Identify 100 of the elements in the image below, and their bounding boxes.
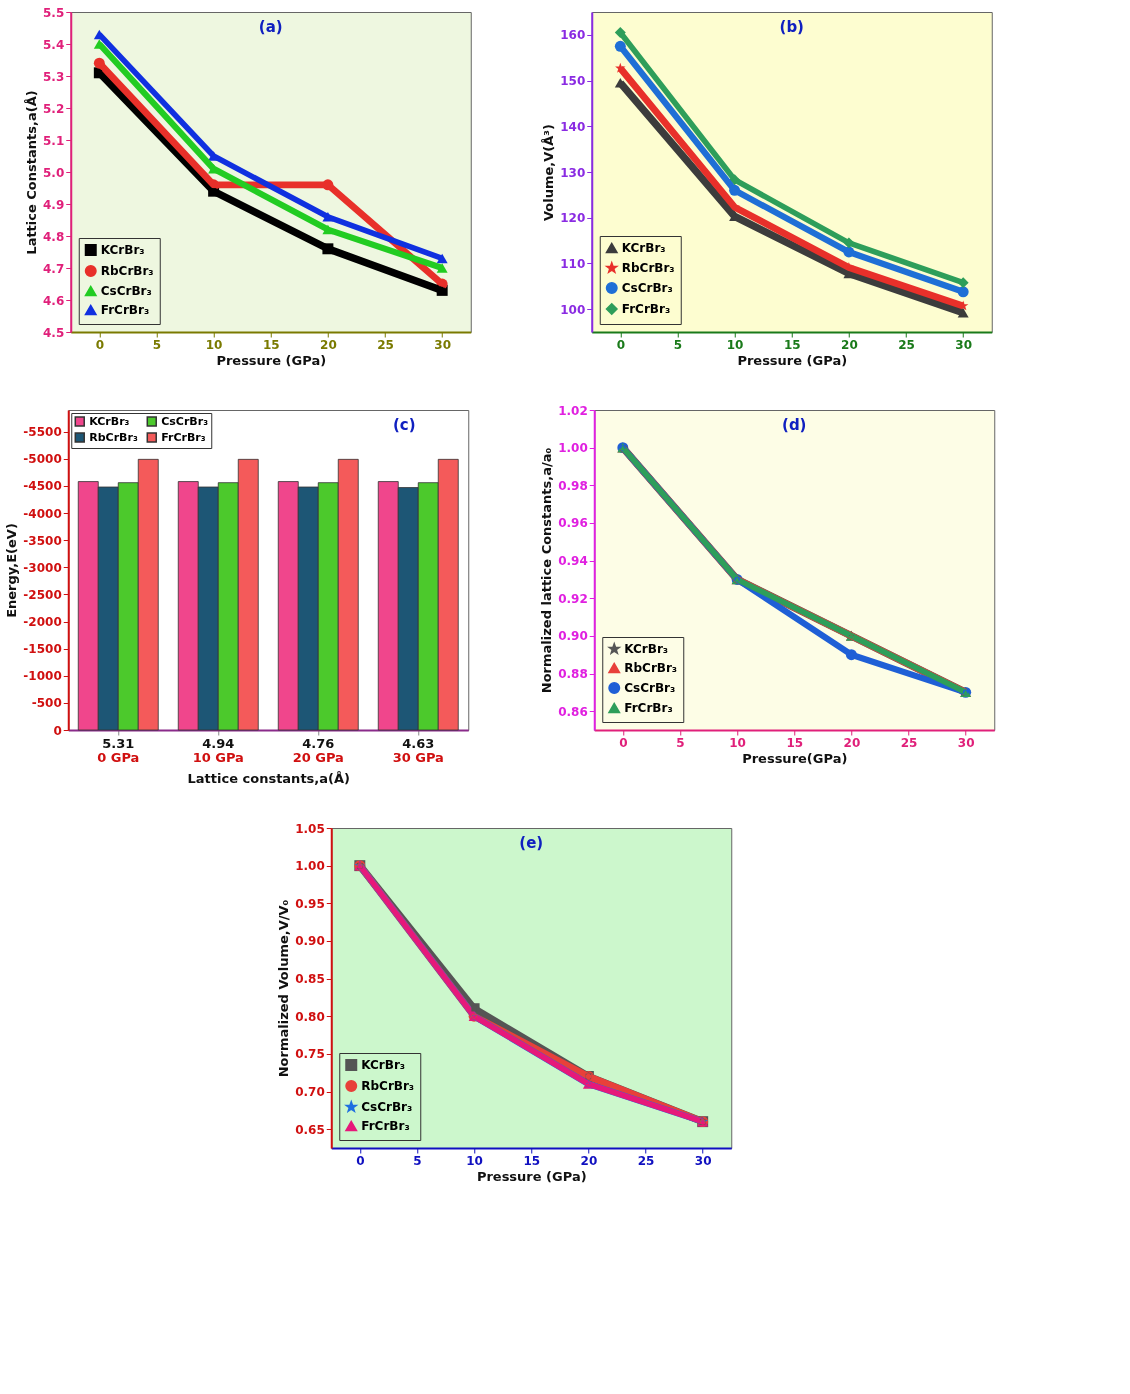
- x-tick-label: 4.63: [402, 735, 435, 751]
- y-tick-label: -2000: [23, 615, 62, 630]
- x-tick-label: 5: [152, 337, 162, 352]
- x-tick-label: 5: [676, 735, 685, 750]
- x-tick-label: 30: [434, 337, 452, 352]
- y-tick-label: 110: [560, 256, 586, 271]
- y-axis-title: Lattice Constants,a(Å): [23, 90, 39, 255]
- y-tick-label: 1.02: [558, 403, 588, 418]
- text: 30 GPa: [392, 750, 444, 765]
- x-axis-title: Pressure (GPa): [476, 1168, 587, 1184]
- y-tick-label: 160: [560, 28, 586, 43]
- legend-label: FrCrBr₃: [161, 430, 206, 444]
- legend-label: KCrBr₃: [89, 414, 130, 428]
- legend-label: KCrBr₃: [100, 243, 145, 257]
- y-tick-label: -2500: [23, 587, 62, 602]
- y-tick-label: -3500: [23, 533, 62, 548]
- y-tick-label: 0.96: [558, 516, 588, 531]
- y-tick-label: 1.05: [295, 821, 325, 836]
- y-tick-label: 4.8: [42, 229, 65, 244]
- x-tick-label: 0: [356, 1153, 365, 1168]
- legend-label: RbCrBr₃: [621, 261, 675, 275]
- legend-label: CsCrBr₃: [624, 681, 676, 695]
- text: 0 GPa: [97, 750, 140, 765]
- y-tick-label: 0.65: [295, 1122, 325, 1137]
- legend-label: KCrBr₃: [621, 241, 666, 255]
- y-tick-label: 140: [560, 119, 586, 134]
- annotation: (d): [782, 416, 807, 434]
- y-tick-label: 4.9: [42, 197, 65, 212]
- legend-label: RbCrBr₃: [361, 1079, 415, 1093]
- text: 20 GPa: [292, 750, 344, 765]
- y-axis-title: Volume,V(Å³): [541, 124, 557, 221]
- x-axis-title: Lattice constants,a(Å): [187, 770, 350, 786]
- y-tick-label: 1.00: [295, 859, 325, 874]
- x-tick-label: 30: [694, 1153, 712, 1168]
- y-tick-label: -1000: [23, 669, 62, 684]
- legend-label: CsCrBr₃: [100, 284, 152, 298]
- y-tick-label: 0: [53, 723, 62, 738]
- y-tick-label: 120: [560, 211, 586, 226]
- annotation: (b): [779, 18, 804, 36]
- x-tick-label: 20: [320, 337, 337, 352]
- x-tick-label: 20: [843, 735, 861, 750]
- x-tick-label: 30: [957, 735, 975, 750]
- y-tick-label: -500: [31, 696, 62, 711]
- y-tick-label: 5.1: [42, 133, 65, 148]
- y-tick-label: 5.2: [42, 101, 65, 116]
- y-tick-label: 0.85: [295, 972, 325, 987]
- y-axis-title: Normalized lattice Constants,a/a₀: [539, 447, 555, 694]
- y-tick-label: -3000: [23, 560, 62, 575]
- y-tick-label: 0.92: [558, 591, 588, 606]
- annotation: (a): [258, 18, 283, 36]
- y-tick-label: 0.86: [558, 704, 588, 719]
- x-tick-label: 30: [955, 337, 973, 352]
- x-tick-label: 4.76: [302, 735, 335, 751]
- legend-label: KCrBr₃: [624, 642, 669, 656]
- y-axis-title: Normalized Volume,V/V₀: [276, 899, 292, 1078]
- y-tick-label: 5.0: [42, 165, 65, 180]
- y-tick-label: 0.88: [558, 667, 588, 682]
- x-tick-label: 15: [523, 1153, 541, 1168]
- legend-label: CsCrBr₃: [361, 1100, 413, 1114]
- y-tick-label: 1.00: [558, 441, 588, 456]
- x-tick-label: 25: [637, 1153, 655, 1168]
- annotation: (e): [519, 834, 544, 852]
- legend-label: RbCrBr₃: [100, 264, 154, 278]
- x-tick-label: 5: [673, 337, 683, 352]
- y-tick-label: 5.5: [42, 5, 65, 20]
- x-tick-label: 15: [786, 735, 804, 750]
- y-tick-label: -4000: [23, 506, 62, 521]
- y-tick-label: 0.95: [295, 896, 325, 911]
- y-tick-label: -4500: [23, 479, 62, 494]
- x-tick-label: 20: [841, 337, 858, 352]
- x-axis-title: Pressure(GPa): [742, 750, 848, 766]
- y-tick-label: 4.6: [42, 293, 65, 308]
- y-tick-label: 5.4: [42, 37, 65, 52]
- legend-label: CsCrBr₃: [621, 281, 673, 295]
- y-tick-label: 5.3: [42, 69, 65, 84]
- legend-label: FrCrBr₃: [361, 1119, 410, 1133]
- annotation: (c): [392, 416, 416, 434]
- x-axis-title: Pressure (GPa): [737, 352, 848, 368]
- x-tick-label: 0: [616, 337, 625, 352]
- legend-label: FrCrBr₃: [621, 302, 671, 316]
- y-tick-label: -5500: [23, 425, 62, 440]
- x-tick-label: 25: [900, 735, 918, 750]
- x-tick-label: 20: [580, 1153, 598, 1168]
- x-tick-label: 10: [466, 1153, 483, 1168]
- x-tick-label: 4.94: [202, 735, 235, 751]
- legend-label: KCrBr₃: [361, 1058, 406, 1072]
- legend-label: RbCrBr₃: [624, 661, 678, 675]
- x-tick-label: 15: [783, 337, 801, 352]
- x-tick-label: 10: [729, 735, 746, 750]
- x-tick-label: 10: [726, 337, 744, 352]
- x-tick-label: 10: [205, 337, 223, 352]
- text: 10 GPa: [192, 750, 244, 765]
- legend-label: CsCrBr₃: [161, 414, 209, 428]
- y-axis-title: Energy,E(eV): [4, 523, 20, 618]
- y-tick-label: -5000: [23, 452, 62, 467]
- y-tick-label: 4.7: [42, 261, 65, 276]
- y-tick-label: 0.94: [558, 554, 588, 569]
- y-tick-label: 100: [560, 302, 586, 317]
- y-tick-label: 150: [560, 74, 586, 89]
- x-tick-label: 15: [262, 337, 280, 352]
